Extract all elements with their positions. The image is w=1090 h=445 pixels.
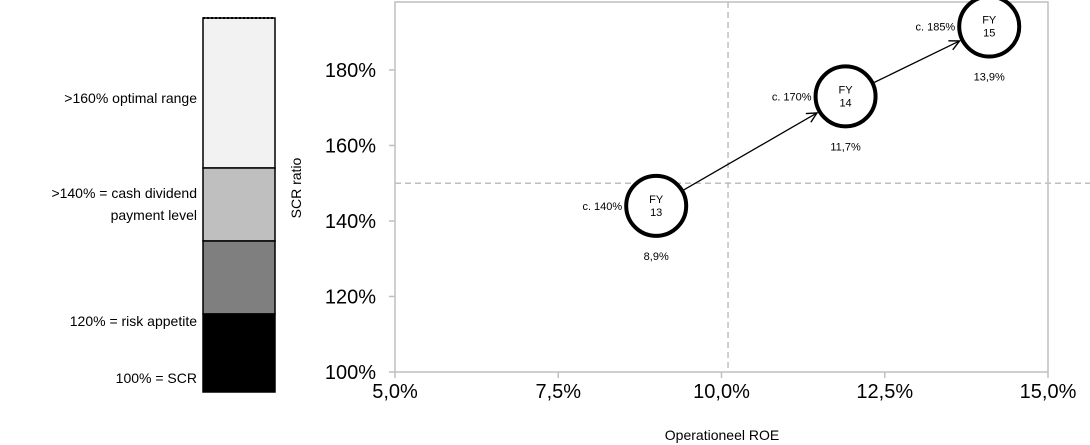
x-axis-ticks: 5,0% 7,5% 10,0% 12,5% 15,0% [372, 372, 1077, 403]
data-point-circle [624, 173, 689, 238]
y-tick-label: 140% [325, 211, 376, 233]
y-tick-label: 120% [325, 286, 376, 308]
point-ratio-label: c. 140% [582, 201, 622, 213]
x-tick-label: 12,5% [856, 381, 913, 403]
x-tick-label: 10,0% [693, 381, 750, 403]
y-tick-label: 100% [325, 362, 376, 384]
point-ratio-label: c. 170% [772, 91, 812, 103]
plot-frame [394, 1, 1049, 373]
band-label-optimal: >160% optimal range [64, 90, 197, 106]
y-tick-label: 180% [325, 60, 376, 82]
band-label-dividend-line2: payment level [111, 207, 197, 223]
band-dividend [202, 167, 276, 242]
point-roe-label: 11,7% [830, 141, 861, 153]
data-point-circle [813, 64, 878, 129]
point-label-line2: 14 [839, 97, 851, 109]
point-label-line1: FY [839, 84, 854, 96]
band-label-scr: 100% = SCR [116, 370, 197, 386]
data-point-circle [957, 0, 1022, 59]
y-axis-title: SCR ratio [288, 157, 304, 218]
x-axis-title: Operationeel ROE [665, 427, 779, 443]
band-scr [202, 313, 276, 393]
point-roe-label: 8,9% [644, 251, 669, 263]
y-axis-ticks: 100% 120% 140% 160% 180% [325, 60, 395, 384]
point-ratio-label: c. 185% [915, 22, 955, 34]
trajectory-arrow [874, 41, 959, 83]
point-roe-label: 13,9% [974, 72, 1005, 84]
x-tick-label: 5,0% [372, 381, 418, 403]
point-label-line1: FY [982, 15, 997, 27]
y-tick-label: 160% [325, 135, 376, 157]
trajectory-arrow [683, 113, 817, 191]
trajectory-arrows [683, 41, 960, 191]
x-tick-label: 7,5% [535, 381, 581, 403]
plot-area: 100% 120% 140% 160% 180% 5,0% 7,5% 10,0% 12,5% 1… [325, 0, 1090, 403]
point-label-line2: 15 [983, 28, 995, 40]
point-label-line2: 13 [650, 207, 662, 219]
point-label-line1: FY [649, 194, 664, 206]
band-risk [202, 240, 276, 315]
x-tick-label: 15,0% [1020, 381, 1077, 403]
scr-bands: >160% optimal range >140% = cash dividen… [51, 17, 276, 393]
band-optimal [202, 17, 276, 169]
band-label-dividend-line1: >140% = cash dividend [51, 185, 197, 201]
band-label-risk: 120% = risk appetite [70, 313, 197, 329]
